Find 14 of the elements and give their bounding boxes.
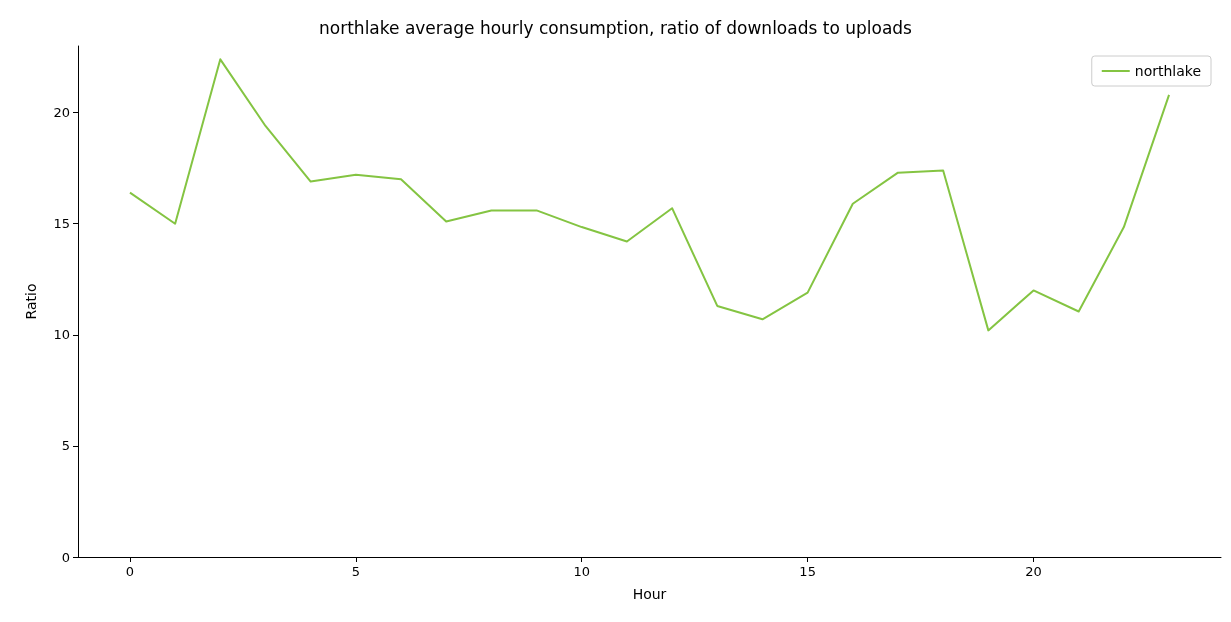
x-tick-label: 5 bbox=[351, 564, 360, 579]
x-tick-label: 10 bbox=[573, 564, 591, 579]
chart-title: northlake average hourly consumption, ratio of downloads to uploads bbox=[319, 17, 913, 38]
y-axis-title: Ratio bbox=[23, 283, 39, 320]
x-tick-label: 0 bbox=[125, 564, 135, 579]
y-tick-label: 10 bbox=[53, 327, 70, 343]
y-tick-label: 20 bbox=[53, 105, 70, 121]
x-tick-label: 20 bbox=[1025, 564, 1042, 579]
y-tick-label: 5 bbox=[61, 438, 70, 454]
y-tick-label: 0 bbox=[61, 549, 70, 565]
x-axis-title: Hour bbox=[632, 586, 667, 602]
y-tick-label: 15 bbox=[53, 216, 70, 232]
legend-label: northlake bbox=[1134, 63, 1201, 79]
x-tick-label: 15 bbox=[799, 564, 816, 579]
